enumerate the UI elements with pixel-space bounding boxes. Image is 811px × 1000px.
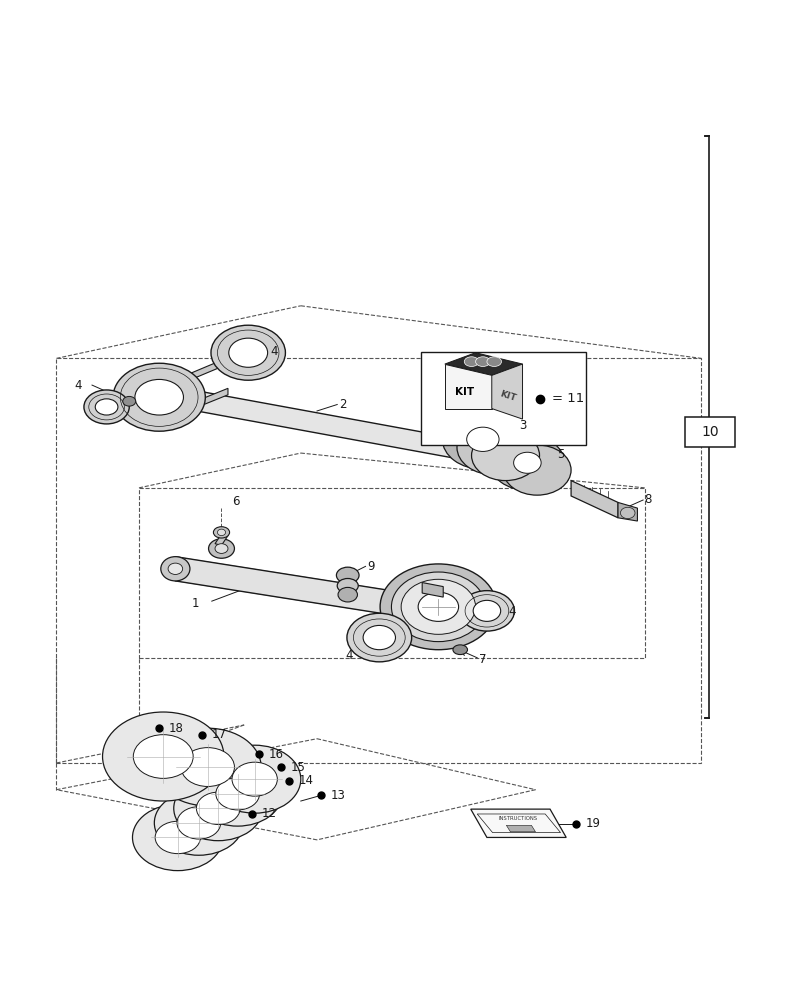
Ellipse shape bbox=[380, 564, 496, 650]
Text: 9: 9 bbox=[367, 560, 374, 573]
Polygon shape bbox=[178, 358, 228, 385]
Text: 3: 3 bbox=[519, 419, 526, 432]
Ellipse shape bbox=[84, 390, 129, 424]
Text: 10: 10 bbox=[701, 425, 719, 439]
Ellipse shape bbox=[459, 591, 514, 631]
Ellipse shape bbox=[232, 762, 277, 796]
Ellipse shape bbox=[453, 645, 467, 655]
Text: 5: 5 bbox=[556, 448, 564, 461]
Polygon shape bbox=[444, 353, 522, 375]
Ellipse shape bbox=[401, 579, 475, 634]
Ellipse shape bbox=[503, 445, 570, 495]
Ellipse shape bbox=[132, 804, 223, 871]
Ellipse shape bbox=[208, 539, 234, 558]
Ellipse shape bbox=[174, 776, 263, 841]
Bar bbox=[420, 352, 586, 445]
Ellipse shape bbox=[208, 745, 300, 813]
Ellipse shape bbox=[216, 778, 260, 810]
Ellipse shape bbox=[154, 728, 261, 806]
Ellipse shape bbox=[475, 357, 490, 366]
Polygon shape bbox=[444, 364, 491, 409]
Polygon shape bbox=[570, 481, 617, 518]
Text: 8: 8 bbox=[644, 493, 651, 506]
Ellipse shape bbox=[122, 396, 135, 406]
Polygon shape bbox=[171, 387, 195, 405]
Ellipse shape bbox=[457, 420, 530, 475]
Ellipse shape bbox=[336, 567, 358, 583]
Text: 17: 17 bbox=[212, 728, 226, 741]
Ellipse shape bbox=[337, 578, 358, 593]
Ellipse shape bbox=[102, 712, 224, 801]
Ellipse shape bbox=[473, 600, 500, 621]
Ellipse shape bbox=[177, 807, 221, 839]
Text: = 11: = 11 bbox=[551, 392, 584, 405]
Polygon shape bbox=[183, 388, 470, 461]
Ellipse shape bbox=[217, 529, 225, 536]
Text: 14: 14 bbox=[298, 774, 313, 787]
Ellipse shape bbox=[490, 435, 564, 490]
Ellipse shape bbox=[487, 357, 501, 366]
Text: 16: 16 bbox=[268, 748, 283, 761]
Text: 1: 1 bbox=[192, 597, 200, 610]
Text: 18: 18 bbox=[169, 722, 183, 735]
Text: 4: 4 bbox=[75, 379, 82, 392]
Text: 15: 15 bbox=[290, 761, 305, 774]
Text: 4: 4 bbox=[508, 605, 516, 618]
Ellipse shape bbox=[133, 735, 193, 778]
Ellipse shape bbox=[95, 399, 118, 415]
Text: 4: 4 bbox=[345, 649, 352, 662]
Ellipse shape bbox=[391, 572, 485, 642]
Ellipse shape bbox=[168, 563, 182, 574]
Polygon shape bbox=[506, 825, 534, 832]
Text: 7: 7 bbox=[478, 653, 486, 666]
Text: 19: 19 bbox=[585, 817, 600, 830]
Text: KIT: KIT bbox=[455, 387, 474, 397]
Text: 12: 12 bbox=[262, 807, 277, 820]
Polygon shape bbox=[617, 502, 637, 521]
Ellipse shape bbox=[161, 557, 190, 581]
Ellipse shape bbox=[135, 379, 183, 415]
Ellipse shape bbox=[466, 446, 474, 457]
Ellipse shape bbox=[181, 748, 234, 786]
Ellipse shape bbox=[620, 507, 634, 519]
Ellipse shape bbox=[154, 791, 243, 855]
Ellipse shape bbox=[155, 821, 200, 854]
Ellipse shape bbox=[337, 587, 357, 602]
Polygon shape bbox=[178, 388, 228, 415]
Polygon shape bbox=[215, 534, 228, 545]
Polygon shape bbox=[491, 364, 522, 419]
Text: KIT: KIT bbox=[498, 390, 517, 403]
Text: 2: 2 bbox=[338, 398, 346, 411]
Ellipse shape bbox=[211, 325, 285, 380]
Ellipse shape bbox=[466, 427, 499, 451]
Text: 6: 6 bbox=[232, 495, 239, 508]
Bar bbox=[684, 417, 735, 447]
Ellipse shape bbox=[346, 613, 411, 662]
Text: INSTRUCTIONS: INSTRUCTIONS bbox=[498, 816, 538, 821]
Ellipse shape bbox=[229, 338, 268, 367]
Ellipse shape bbox=[213, 527, 230, 538]
Ellipse shape bbox=[215, 544, 228, 553]
Polygon shape bbox=[175, 557, 442, 623]
Text: 13: 13 bbox=[330, 789, 345, 802]
Text: 4: 4 bbox=[270, 345, 277, 358]
Ellipse shape bbox=[464, 357, 478, 366]
Ellipse shape bbox=[193, 761, 282, 826]
Ellipse shape bbox=[471, 430, 539, 481]
Ellipse shape bbox=[442, 409, 523, 469]
Ellipse shape bbox=[461, 439, 480, 464]
Ellipse shape bbox=[513, 452, 540, 473]
Ellipse shape bbox=[363, 625, 395, 650]
Ellipse shape bbox=[418, 592, 458, 621]
Ellipse shape bbox=[196, 792, 240, 824]
Ellipse shape bbox=[113, 363, 205, 431]
Polygon shape bbox=[422, 583, 443, 597]
Polygon shape bbox=[470, 809, 565, 837]
